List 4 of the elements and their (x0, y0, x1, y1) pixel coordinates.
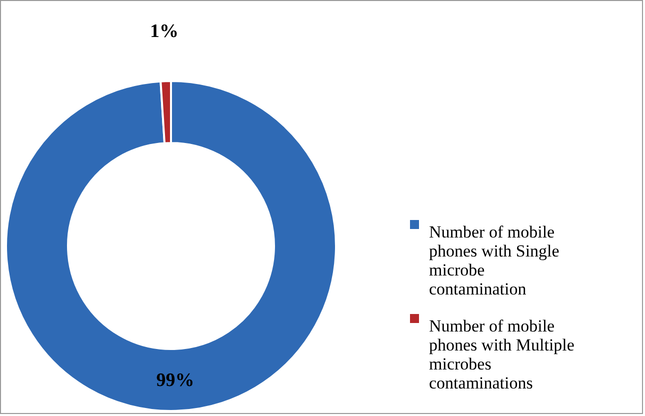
legend-label: Number of mobile phones with Single microbe contamination (429, 222, 560, 298)
data-label: 1% (150, 21, 178, 42)
data-label: 99% (156, 370, 194, 391)
legend-label: Number of mobile phones with Multiple microbes contaminations (429, 316, 574, 392)
